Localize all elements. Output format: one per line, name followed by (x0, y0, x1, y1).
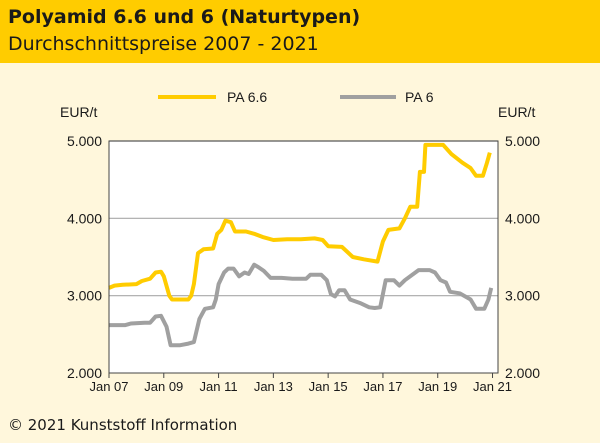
copyright-footer: © 2021 Kunststoff Information (8, 416, 238, 434)
series-line-pa-6-6 (108, 142, 492, 302)
x-tick-label-2021: Jan 21 (473, 379, 512, 394)
x-tick-label-2015: Jan 15 (309, 379, 348, 394)
x-tick-label-2017: Jan 17 (363, 379, 402, 394)
y-tick-label-left-5000: 5.000 (67, 133, 102, 149)
y-tick-label-right-4000: 4.000 (505, 210, 540, 226)
y-tick-label-right-2000: 2.000 (505, 365, 540, 381)
plot-frame (108, 140, 499, 374)
x-tick-label-2009: Jan 09 (144, 379, 183, 394)
y-tick-label-left-4000: 4.000 (67, 210, 102, 226)
x-tick-label-2011: Jan 11 (200, 379, 238, 394)
header-band: Polyamid 6.6 und 6 (Naturtypen) Durchsch… (0, 0, 600, 63)
x-tick-label-2019: Jan 19 (418, 379, 457, 394)
y-axis-label-right: EUR/t (498, 104, 535, 120)
y-tick-label-left-2000: 2.000 (67, 365, 102, 381)
x-tick-label-2007: Jan 07 (89, 379, 128, 394)
chart-subtitle: Durchschnittspreise 2007 - 2021 (8, 33, 319, 55)
x-tick-label-2013: Jan 13 (254, 379, 293, 394)
y-tick-label-right-5000: 5.000 (505, 133, 540, 149)
legend-label-pa-6: PA 6 (405, 89, 434, 105)
series-line-pa-6 (109, 262, 494, 348)
chart-title: Polyamid 6.6 und 6 (Naturtypen) (8, 6, 361, 28)
y-tick-label-left-3000: 3.000 (67, 288, 102, 304)
y-tick-label-right-3000: 3.000 (505, 288, 540, 304)
legend-label-pa-6-6: PA 6.6 (227, 89, 267, 105)
y-axis-label-left: EUR/t (60, 104, 97, 120)
plot-area (109, 141, 498, 373)
